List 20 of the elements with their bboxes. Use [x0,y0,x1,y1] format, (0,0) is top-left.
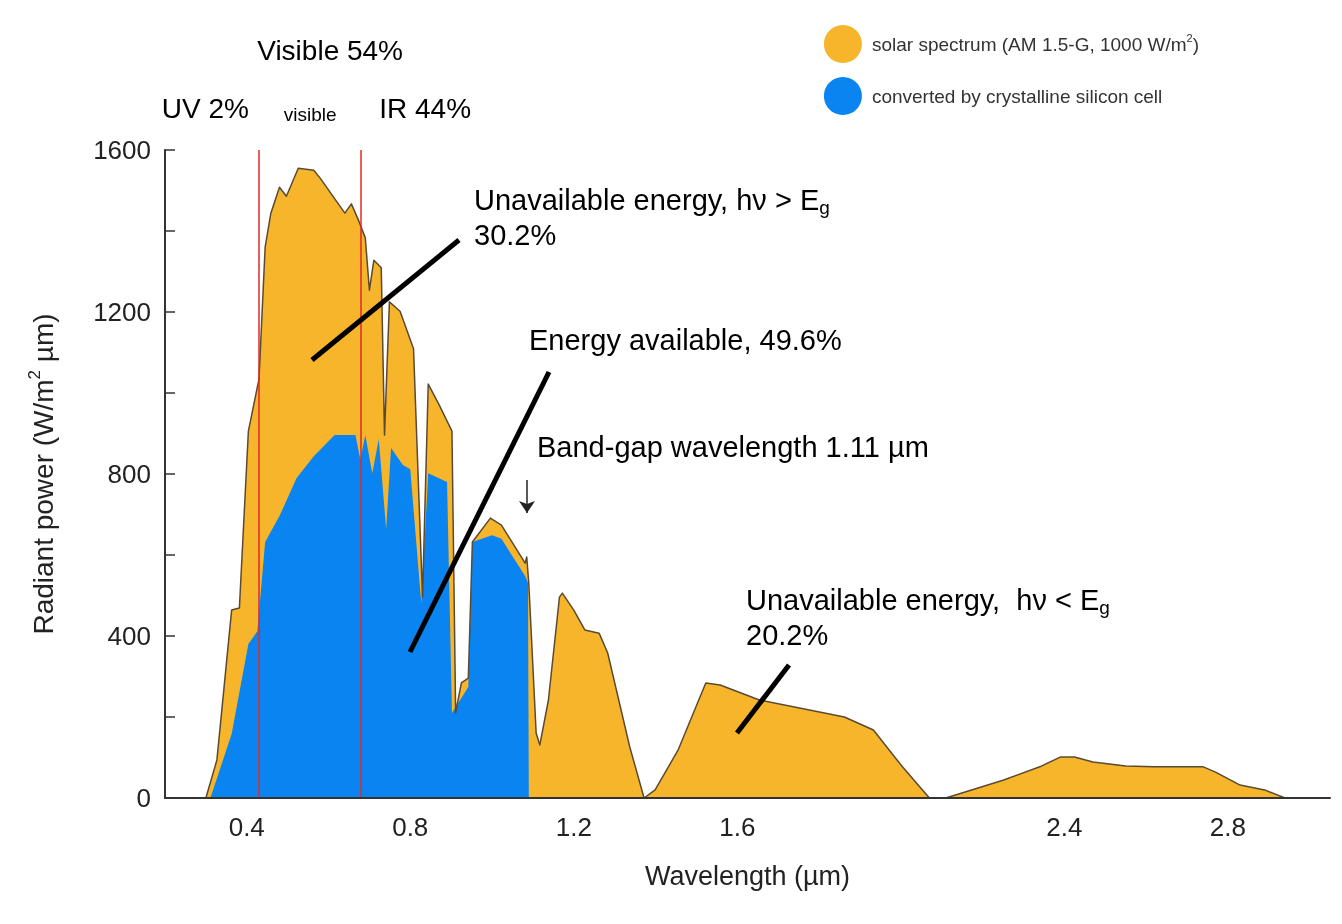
text: Visible 54% [257,34,404,66]
x-tick-label: 0.8 [392,812,429,842]
x-tick-label: 0.4 [228,812,265,842]
y-tick-label: 400 [107,621,151,651]
ref-line-label: IR 44% [379,92,472,124]
annotation: Band-gap wavelength 1.11 µm [537,430,929,463]
x-tick-label: 2.8 [1209,812,1246,842]
y-tick-label: 800 [107,459,151,489]
x-axis-title: Wavelength (µm) [644,861,851,891]
text: visible [283,103,337,125]
y-tick-label: 1600 [93,135,151,165]
x-tick-label: 1.2 [555,812,592,842]
x-tick-label: 1.6 [719,812,756,842]
x-tick-label: 2.4 [1046,812,1083,842]
annotation: Energy available, 49.6% [529,323,842,356]
legend-label: converted by crystalline silicon cell [871,85,1163,107]
y-axis-title: Radiant power (W/m2 µm) [25,313,59,635]
ref-line-label: UV 2% [161,92,250,124]
y-tick-label: 1200 [93,297,151,327]
y-tick-label: 0 [136,783,151,813]
